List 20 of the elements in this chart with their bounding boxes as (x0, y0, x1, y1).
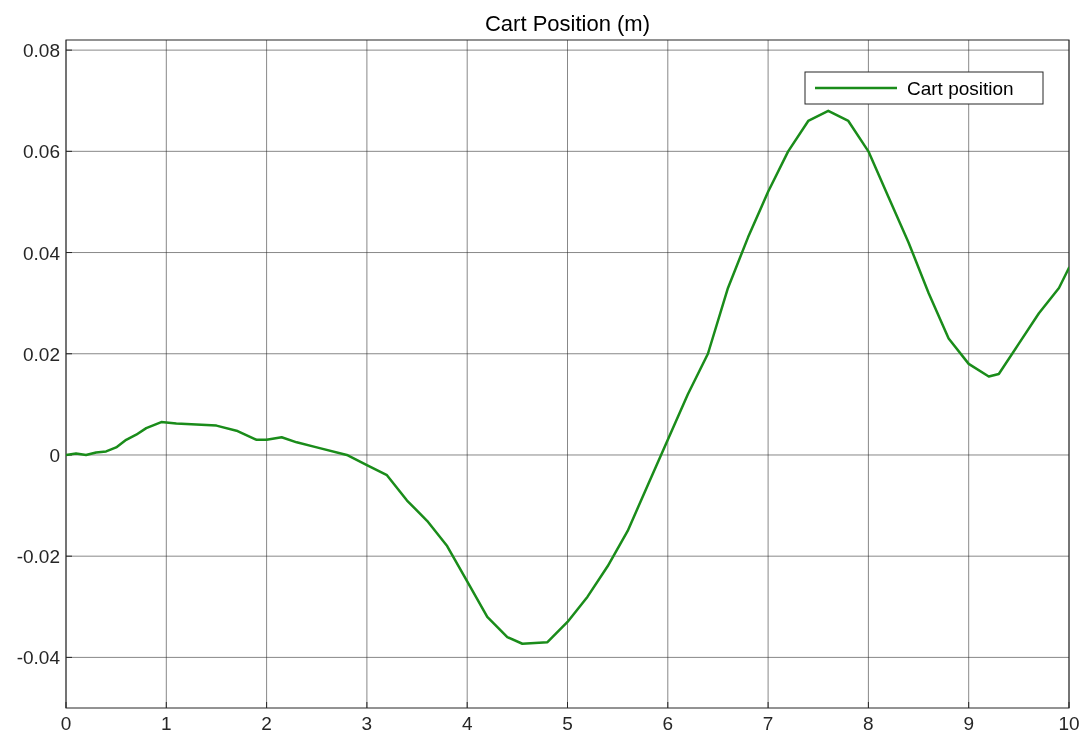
x-tick-label: 2 (261, 713, 272, 734)
x-tick-label: 6 (662, 713, 674, 734)
legend-label: Cart position (907, 78, 1014, 99)
x-tick-label: 1 (161, 713, 172, 734)
y-tick-label: 0.06 (23, 141, 60, 163)
y-tick-label: -0.02 (16, 546, 60, 568)
y-tick-label: -0.04 (16, 647, 61, 669)
x-tick-label: 4 (461, 713, 473, 734)
x-tick-label: 8 (863, 713, 874, 734)
y-tick-label: 0.08 (23, 40, 60, 62)
x-tick-label: 9 (963, 713, 974, 734)
y-tick-label: 0.04 (23, 242, 61, 264)
x-tick-label: 5 (562, 713, 573, 734)
chart-title: Cart Position (m) (484, 11, 651, 36)
y-tick-label: 0 (49, 444, 60, 466)
line-series (66, 109, 1069, 645)
x-tick-label: 3 (361, 713, 373, 734)
x-tick-label: 10 (1058, 713, 1080, 734)
x-tick-label: 7 (762, 713, 774, 734)
y-tick-label: 0.02 (23, 343, 60, 365)
